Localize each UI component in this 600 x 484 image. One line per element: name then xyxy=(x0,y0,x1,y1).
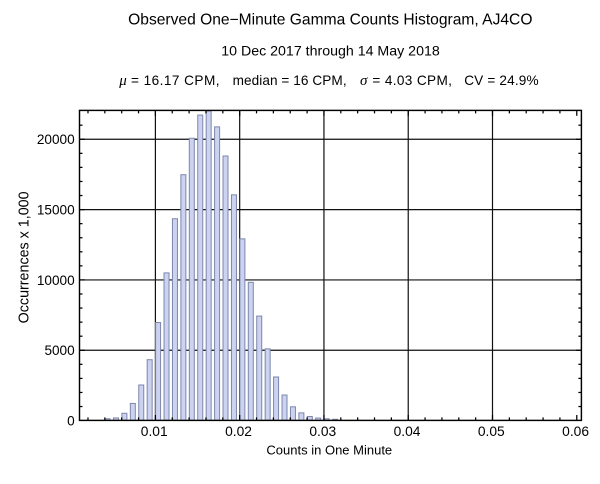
svg-text:0.05: 0.05 xyxy=(478,424,505,439)
svg-text:5000: 5000 xyxy=(44,343,75,358)
svg-text:20000: 20000 xyxy=(37,132,75,147)
svg-text:Observed One−Minute Gamma Coun: Observed One−Minute Gamma Counts Histogr… xyxy=(128,11,532,28)
svg-text:10000: 10000 xyxy=(37,273,75,288)
svg-text:15000: 15000 xyxy=(37,203,75,218)
svg-text:0.03: 0.03 xyxy=(309,424,336,439)
svg-text:Counts in One Minute: Counts in One Minute xyxy=(266,443,392,458)
svg-text:= 16.17 CPM,: = 16.17 CPM, xyxy=(131,73,220,88)
svg-text:0: 0 xyxy=(67,414,75,429)
svg-text:10 Dec 2017 through 14 May 201: 10 Dec 2017 through 14 May 2018 xyxy=(221,44,440,60)
svg-text:σ: σ xyxy=(360,73,368,89)
svg-text:Occurrences x 1,000: Occurrences x 1,000 xyxy=(17,191,33,323)
svg-text:μ: μ xyxy=(118,73,127,89)
svg-text:= 4.03 CPM,: = 4.03 CPM, xyxy=(372,73,452,88)
svg-text:0.06: 0.06 xyxy=(562,424,589,439)
svg-text:median = 16 CPM,: median = 16 CPM, xyxy=(233,73,347,88)
svg-text:CV = 24.9%: CV = 24.9% xyxy=(464,73,538,88)
svg-text:0.02: 0.02 xyxy=(225,424,252,439)
svg-text:0.04: 0.04 xyxy=(394,424,421,439)
svg-text:0.01: 0.01 xyxy=(141,424,168,439)
